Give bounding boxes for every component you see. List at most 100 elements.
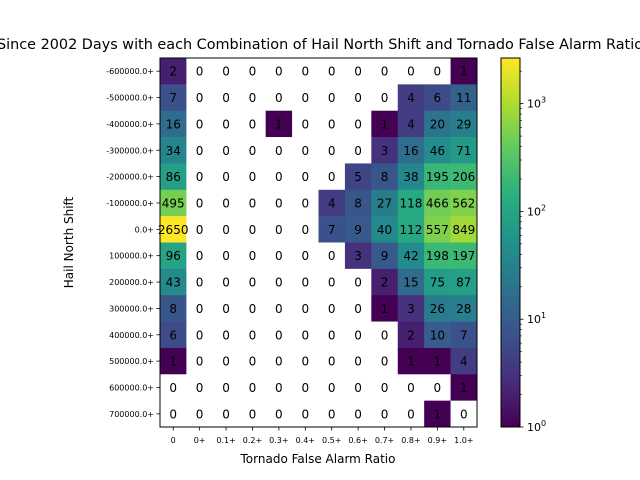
heatmap-cell xyxy=(212,400,240,428)
x-tick-label: 0+ xyxy=(194,436,206,445)
cell-value-label: 0 xyxy=(275,355,283,369)
cell-value-label: 0 xyxy=(381,328,389,342)
cell-value-label: 0 xyxy=(249,117,257,131)
cell-value-label: 0 xyxy=(354,302,362,316)
heatmap-cell xyxy=(397,400,425,428)
heatmap-cell xyxy=(292,268,319,296)
heatmap-cell xyxy=(239,400,266,428)
heatmap-cell xyxy=(160,347,187,375)
cell-value-label: 0 xyxy=(275,328,283,342)
heatmap-cell xyxy=(292,189,319,217)
cell-value-label: 10 xyxy=(430,328,445,342)
x-tick-label: 0.6+ xyxy=(348,436,367,445)
heatmap-cell xyxy=(397,216,425,243)
y-tick-label: 0.0+ xyxy=(135,225,154,234)
cell-value-label: 0 xyxy=(249,276,257,290)
cell-value-label: 0 xyxy=(354,328,362,342)
heatmap-cell xyxy=(292,321,319,349)
heatmap-cell xyxy=(450,84,478,112)
cell-value-label: 8 xyxy=(354,196,362,210)
cell-value-label: 0 xyxy=(328,407,336,421)
cell-value-label: 0 xyxy=(196,223,204,237)
heatmap-cell xyxy=(371,268,399,296)
cell-value-label: 0 xyxy=(434,65,442,79)
heatmap-cell xyxy=(239,242,266,270)
x-axis-label: Tornado False Alarm Ratio xyxy=(240,452,396,466)
heatmap-cell xyxy=(212,84,240,112)
cell-value-label: 0 xyxy=(196,328,204,342)
heatmap-cell xyxy=(318,137,346,164)
cell-value-label: 466 xyxy=(426,196,449,210)
heatmap-cell xyxy=(318,216,346,243)
x-tick-label: 0.5+ xyxy=(322,436,341,445)
cell-value-label: 9 xyxy=(381,249,389,263)
cell-value-label: 0 xyxy=(301,302,309,316)
cell-value-label: 0 xyxy=(301,355,309,369)
y-tick-label: -600000.0+ xyxy=(106,67,154,76)
cell-value-label: 0 xyxy=(381,355,389,369)
colorbar xyxy=(500,57,521,428)
heatmap-cell xyxy=(212,216,240,243)
heatmap-cell xyxy=(292,84,319,112)
cell-value-label: 0 xyxy=(249,302,257,316)
heatmap-cell xyxy=(450,321,478,349)
x-tick-label: 0.2+ xyxy=(243,436,262,445)
cell-value-label: 0 xyxy=(301,91,309,105)
heatmap-cell xyxy=(212,137,240,164)
x-tick-label: 0.4+ xyxy=(296,436,315,445)
heatmap-cell xyxy=(371,137,399,164)
cell-value-label: 3 xyxy=(354,249,362,263)
cell-value-label: 562 xyxy=(452,196,475,210)
heatmap-cell xyxy=(450,347,478,375)
cell-value-label: 0 xyxy=(196,276,204,290)
heatmap-cell xyxy=(450,110,478,138)
heatmap-cell xyxy=(292,242,319,270)
cell-value-label: 0 xyxy=(328,144,336,158)
cell-value-label: 0 xyxy=(301,196,309,210)
heatmap-cell xyxy=(265,242,293,270)
heatmap-cell xyxy=(397,321,425,349)
colorbar-ticks: 100 101 102 103 xyxy=(520,70,546,434)
y-tick-label: 400000.0+ xyxy=(109,331,154,340)
heatmap-cell xyxy=(239,216,266,243)
heatmap-cell xyxy=(318,400,346,428)
cell-value-label: 0 xyxy=(275,144,283,158)
heatmap-cell xyxy=(212,295,240,322)
heatmap-cell xyxy=(292,110,319,138)
y-tick-label: 700000.0+ xyxy=(109,410,154,419)
cell-value-label: 46 xyxy=(430,144,445,158)
colorbar-tick-label: 103 xyxy=(527,96,546,111)
cell-value-label: 0 xyxy=(196,355,204,369)
cell-value-label: 6 xyxy=(169,328,177,342)
cell-value-label: 2 xyxy=(381,276,389,290)
heatmap-cell xyxy=(318,242,346,270)
heatmap-cell xyxy=(212,374,240,401)
cell-value-label: 1 xyxy=(460,65,468,79)
heatmap-cell xyxy=(160,400,187,428)
cell-value-label: 0 xyxy=(249,91,257,105)
heatmap-cell xyxy=(212,347,240,375)
y-tick-label: 300000.0+ xyxy=(109,304,154,313)
cell-value-label: 0 xyxy=(407,407,415,421)
heatmap-cell xyxy=(239,189,266,217)
heatmap-cell xyxy=(450,137,478,164)
cell-value-label: 4 xyxy=(460,355,468,369)
cell-value-label: 0 xyxy=(249,381,257,395)
cell-value-label: 4 xyxy=(407,117,415,131)
cell-value-label: 557 xyxy=(426,223,449,237)
cell-value-label: 0 xyxy=(381,91,389,105)
x-tick-label: 0.7+ xyxy=(375,436,394,445)
heatmap-cell xyxy=(397,268,425,296)
cell-value-label: 0 xyxy=(275,249,283,263)
cell-value-label: 0 xyxy=(222,355,230,369)
heatmap-cell xyxy=(186,321,214,349)
heatmap-cell xyxy=(397,163,425,191)
cell-value-label: 7 xyxy=(169,91,177,105)
cell-value-label: 0 xyxy=(222,223,230,237)
x-tick-label: 0.3+ xyxy=(269,436,288,445)
cell-value-label: 16 xyxy=(403,144,418,158)
heatmap-cell xyxy=(160,110,187,138)
heatmap-cell xyxy=(265,347,293,375)
cell-value-label: 0 xyxy=(328,91,336,105)
cell-value-label: 0 xyxy=(196,249,204,263)
